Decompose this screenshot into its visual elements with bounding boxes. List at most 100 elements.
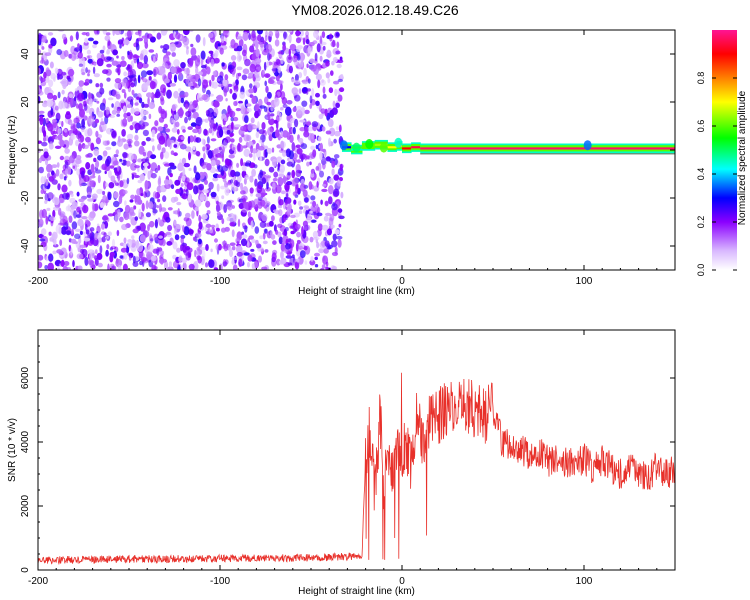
noise-cell [175, 32, 181, 40]
noise-cell [166, 89, 172, 99]
noise-cell [160, 151, 164, 160]
noise-cell [173, 90, 179, 99]
noise-cell [179, 107, 183, 115]
noise-cell [286, 100, 293, 105]
noise-cell [99, 82, 104, 88]
noise-cell [319, 79, 326, 86]
noise-cell [90, 142, 95, 151]
noise-cell [177, 208, 180, 218]
noise-cell [232, 92, 237, 100]
noise-cell [123, 212, 130, 221]
noise-cell [154, 91, 161, 99]
noise-cell [96, 225, 101, 233]
noise-cell [105, 32, 111, 36]
noise-cell [171, 127, 178, 133]
noise-cell [59, 213, 65, 221]
noise-cell [40, 176, 45, 184]
noise-cell [324, 240, 330, 247]
noise-cell [319, 151, 323, 161]
noise-cell [53, 131, 57, 135]
noise-cell [280, 250, 284, 260]
noise-cell [92, 44, 97, 49]
noise-cell [133, 205, 137, 210]
noise-cell [244, 58, 251, 67]
noise-cell [325, 72, 330, 79]
noise-cell [183, 37, 190, 46]
noise-cell [331, 107, 338, 115]
noise-cell [74, 233, 81, 240]
noise-cell [123, 143, 129, 150]
noise-cell [324, 200, 329, 207]
noise-cell [238, 103, 245, 108]
noise-cell [112, 30, 115, 36]
noise-cell [288, 48, 291, 57]
noise-cell [102, 190, 106, 196]
noise-cell [76, 191, 80, 197]
signal-band-core [411, 146, 421, 149]
noise-cell [187, 193, 192, 203]
heatmap-plot-area [38, 30, 675, 270]
noise-cell [195, 172, 201, 181]
noise-cell [77, 51, 83, 59]
colorbar-tick-label: 0.4 [696, 168, 706, 181]
noise-cell [208, 259, 215, 268]
noise-cell [57, 91, 61, 99]
noise-cell [63, 176, 67, 181]
noise-cell [139, 173, 145, 182]
noise-cell [76, 122, 81, 129]
noise-cell [195, 150, 201, 157]
noise-cell [215, 227, 220, 232]
noise-cell [71, 228, 74, 234]
noise-cell [115, 182, 119, 186]
noise-cell [121, 56, 125, 61]
noise-cell [107, 263, 110, 270]
noise-cell [298, 88, 302, 94]
noise-cell [111, 265, 117, 270]
noise-cell [113, 191, 119, 199]
noise-cell [247, 261, 250, 268]
noise-cell [64, 112, 72, 120]
noise-cell [167, 71, 172, 81]
noise-cell [233, 116, 239, 122]
noise-cell [159, 66, 166, 75]
noise-cell [65, 168, 68, 176]
noise-cell [38, 67, 41, 76]
noise-cell [285, 215, 288, 221]
noise-cell [174, 41, 179, 45]
noise-cell [212, 52, 218, 59]
noise-cell [196, 55, 201, 63]
noise-cell [117, 40, 121, 45]
noise-cell [156, 32, 162, 40]
noise-cell [114, 78, 122, 84]
noise-cell [160, 30, 168, 36]
colorbar-tick-label: 0.2 [696, 216, 706, 229]
noise-cell [221, 218, 225, 225]
noise-cell [302, 37, 306, 45]
noise-cell [172, 210, 176, 215]
noise-cell [304, 225, 308, 231]
noise-cell [272, 177, 278, 182]
noise-cell [334, 229, 340, 235]
noise-cell [87, 259, 94, 266]
noise-cell [170, 184, 175, 190]
noise-cell [281, 97, 288, 105]
noise-cell [93, 203, 99, 211]
noise-cell [323, 149, 327, 158]
noise-cell [87, 58, 93, 64]
noise-cell [208, 181, 214, 190]
noise-cell [117, 264, 122, 270]
noise-cell [325, 60, 330, 67]
noise-cell [304, 207, 311, 211]
noise-cell [77, 43, 80, 49]
noise-cell [280, 257, 287, 265]
noise-cell [145, 212, 151, 218]
noise-cell [51, 164, 58, 169]
noise-cell [70, 45, 76, 55]
noise-cell [164, 140, 168, 147]
noise-cell [263, 149, 267, 159]
noise-cell [208, 50, 214, 54]
noise-cell [73, 117, 77, 125]
noise-cell [228, 65, 235, 70]
noise-cell [266, 61, 270, 68]
noise-cell [278, 30, 285, 33]
